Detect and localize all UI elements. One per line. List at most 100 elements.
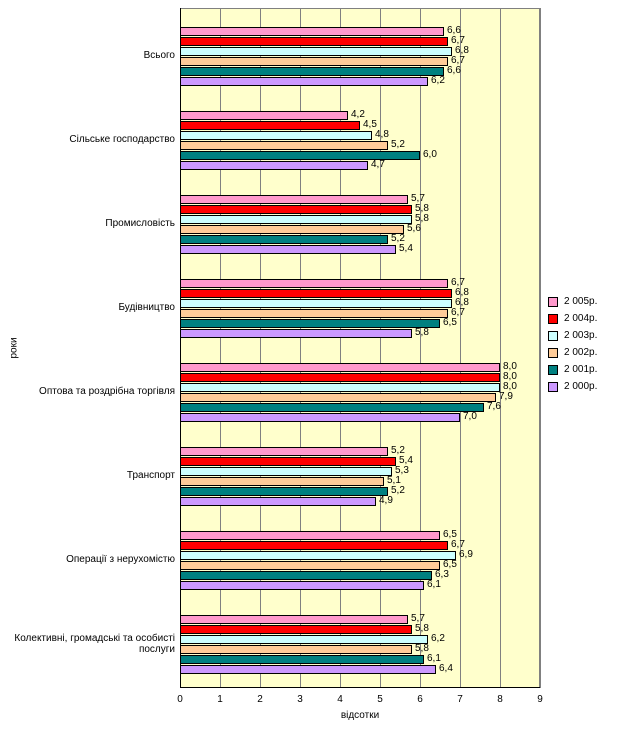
legend-label: 2 000р.: [564, 381, 597, 392]
category-label: Всього: [5, 50, 175, 62]
bar: [180, 655, 424, 664]
bar: [180, 111, 348, 120]
bar: [180, 571, 432, 580]
x-tick-label: 5: [377, 694, 383, 705]
category-label: Промисловість: [5, 218, 175, 230]
bar: [180, 299, 452, 308]
bar: [180, 403, 484, 412]
bar: [180, 645, 412, 654]
bar: [180, 541, 448, 550]
bar-value-label: 7,9: [499, 392, 513, 402]
bar: [180, 225, 404, 234]
x-tick-label: 1: [217, 694, 223, 705]
legend-swatch: [548, 365, 558, 375]
legend-item: 2 004р.: [548, 313, 626, 324]
legend-label: 2 004р.: [564, 313, 597, 324]
legend: 2 005р.2 004р.2 003р.2 002р.2 001р.2 000…: [548, 290, 626, 398]
bar: [180, 57, 448, 66]
bar: [180, 457, 396, 466]
category-label: Сільське господарство: [5, 134, 175, 146]
chart-stage: 6,66,76,86,76,66,24,24,54,85,26,04,75,75…: [0, 0, 632, 731]
bar-value-label: 6,9: [459, 550, 473, 560]
bar-value-label: 5,2: [391, 140, 405, 150]
bar: [180, 413, 460, 422]
bar: [180, 205, 412, 214]
bar: [180, 615, 408, 624]
category-label: Транспорт: [5, 470, 175, 482]
category-group: 6,56,76,96,56,36,1: [180, 531, 540, 590]
bar: [180, 279, 448, 288]
bar: [180, 37, 448, 46]
bar-value-label: 4,7: [371, 160, 385, 170]
bar: [180, 67, 444, 76]
bar: [180, 141, 388, 150]
bar-value-label: 7,0: [463, 412, 477, 422]
x-axis-title: відсотки: [341, 710, 379, 721]
legend-item: 2 003р.: [548, 330, 626, 341]
bar: [180, 121, 360, 130]
bar-value-label: 6,6: [447, 66, 461, 76]
x-tick-label: 8: [497, 694, 503, 705]
legend-label: 2 001р.: [564, 364, 597, 375]
bar: [180, 77, 428, 86]
category-group: 5,75,86,25,86,16,4: [180, 615, 540, 674]
y-axis-title: роки: [9, 337, 20, 358]
bar: [180, 373, 500, 382]
bar: [180, 27, 444, 36]
x-tick-label: 9: [537, 694, 543, 705]
bar-value-label: 5,8: [415, 624, 429, 634]
bar-value-label: 6,2: [431, 634, 445, 644]
gridline: [540, 8, 541, 688]
bar: [180, 477, 384, 486]
bar: [180, 289, 452, 298]
legend-swatch: [548, 331, 558, 341]
legend-item: 2 001р.: [548, 364, 626, 375]
category-label: Оптова та роздрібна торгівля: [5, 386, 175, 398]
bar: [180, 319, 440, 328]
bar: [180, 635, 428, 644]
bar: [180, 561, 440, 570]
category-group: 5,25,45,35,15,24,9: [180, 447, 540, 506]
legend-item: 2 000р.: [548, 381, 626, 392]
bar: [180, 487, 388, 496]
bar: [180, 447, 388, 456]
bar-value-label: 6,4: [439, 664, 453, 674]
category-group: 4,24,54,85,26,04,7: [180, 111, 540, 170]
bar: [180, 497, 376, 506]
bar: [180, 215, 412, 224]
bar-value-label: 5,4: [399, 244, 413, 254]
bar-value-label: 5,6: [407, 224, 421, 234]
bar-value-label: 7,6: [487, 402, 501, 412]
bar-value-label: 6,2: [431, 76, 445, 86]
x-tick-label: 2: [257, 694, 263, 705]
bar-value-label: 4,8: [375, 130, 389, 140]
legend-label: 2 002р.: [564, 347, 597, 358]
bar: [180, 131, 372, 140]
bar: [180, 309, 448, 318]
bar: [180, 467, 392, 476]
category-group: 5,75,85,85,65,25,4: [180, 195, 540, 254]
bar-value-label: 5,8: [415, 328, 429, 338]
bar: [180, 161, 368, 170]
bar-value-label: 6,0: [423, 150, 437, 160]
bar-value-label: 6,1: [427, 580, 441, 590]
bar-value-label: 6,5: [443, 318, 457, 328]
bar: [180, 235, 388, 244]
bar: [180, 383, 500, 392]
category-label: Колективні, громадські та особисті послу…: [5, 633, 175, 656]
bar: [180, 329, 412, 338]
x-tick-label: 0: [177, 694, 183, 705]
bar: [180, 47, 452, 56]
x-tick-label: 4: [337, 694, 343, 705]
legend-swatch: [548, 382, 558, 392]
category-group: 6,76,86,86,76,55,8: [180, 279, 540, 338]
bar: [180, 665, 436, 674]
category-group: 8,08,08,07,97,67,0: [180, 363, 540, 422]
plot-area: 6,66,76,86,76,66,24,24,54,85,26,04,75,75…: [180, 8, 540, 688]
bar: [180, 531, 440, 540]
bar-value-label: 4,9: [379, 496, 393, 506]
legend-swatch: [548, 297, 558, 307]
legend-label: 2 003р.: [564, 330, 597, 341]
bar-value-label: 5,2: [391, 486, 405, 496]
x-tick-label: 3: [297, 694, 303, 705]
